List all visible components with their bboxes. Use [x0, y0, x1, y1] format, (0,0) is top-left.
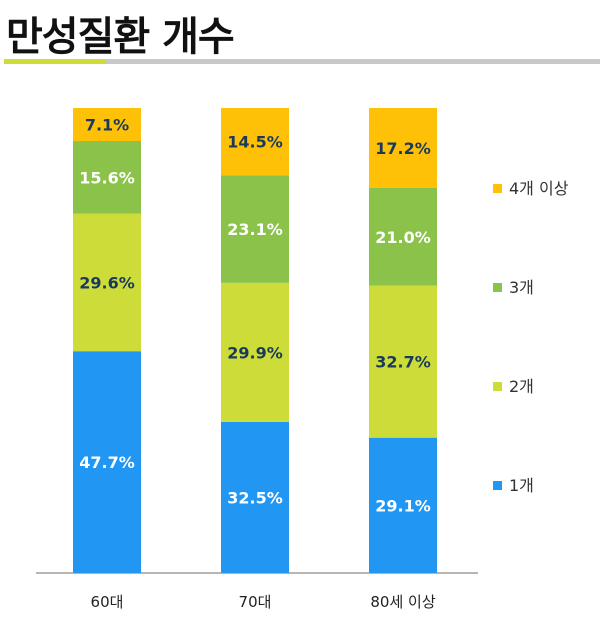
bar-segment: [221, 175, 289, 283]
legend-label: 4개 이상: [509, 179, 569, 198]
bar-segment: [73, 141, 141, 214]
bar-segment: [369, 187, 437, 286]
title-underline: [4, 59, 600, 64]
bar-segment: [369, 437, 437, 573]
data-label: 15.6%: [79, 168, 135, 187]
bar-segment: [369, 285, 437, 438]
bar-segment: [221, 282, 289, 422]
legend-label: 3개: [509, 278, 534, 297]
data-label: 32.5%: [227, 488, 283, 507]
data-label: 17.2%: [375, 139, 431, 158]
data-label: 29.9%: [227, 343, 283, 362]
category-label: 80세 이상: [370, 593, 435, 611]
category-label: 60대: [91, 593, 124, 611]
bar-segment: [73, 351, 141, 573]
data-label: 14.5%: [227, 133, 283, 152]
bar-segment: [221, 108, 289, 176]
legend-swatch: [493, 382, 502, 391]
legend-swatch: [493, 481, 502, 490]
data-label: 47.7%: [79, 453, 135, 472]
data-label: 23.1%: [227, 220, 283, 239]
data-label: 29.6%: [79, 273, 135, 292]
data-label: 7.1%: [85, 116, 129, 135]
bar-segment: [73, 213, 141, 352]
data-label: 29.1%: [375, 496, 431, 515]
bar-segment: [369, 108, 437, 188]
legend-swatch: [493, 184, 502, 193]
legend-swatch: [493, 283, 502, 292]
category-label: 70대: [239, 593, 272, 611]
bar-segment: [73, 108, 141, 142]
title-underline-accent: [4, 59, 106, 64]
data-label: 21.0%: [375, 228, 431, 247]
legend-label: 2개: [509, 377, 534, 396]
legend-label: 1개: [509, 476, 534, 495]
chart-title: 만성질환 개수: [6, 14, 235, 60]
bar-segment: [221, 421, 289, 573]
data-label: 32.7%: [375, 353, 431, 372]
